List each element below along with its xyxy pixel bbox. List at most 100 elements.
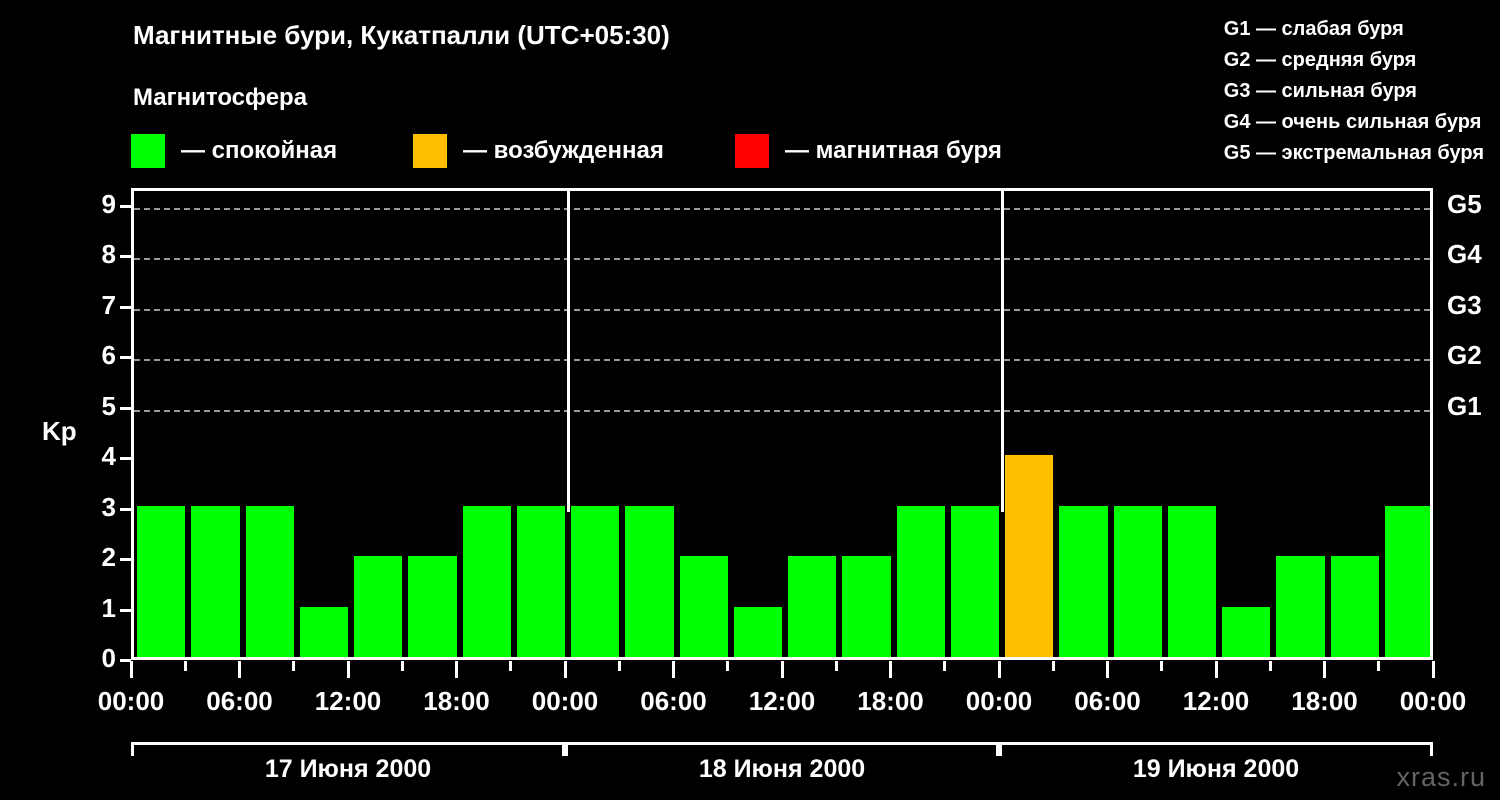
bar	[462, 505, 511, 657]
bar	[408, 556, 457, 657]
day-bracket	[131, 742, 565, 756]
legend-swatch-icon	[735, 134, 769, 168]
y-tick-mark	[120, 558, 131, 562]
x-tick-minor	[834, 661, 838, 671]
legend-label: — спокойная	[181, 137, 338, 164]
x-tick-major	[1431, 661, 1435, 678]
gridline	[134, 258, 1430, 261]
day-label: 17 Июня 2000	[264, 755, 432, 783]
gridline	[134, 207, 1430, 210]
bar	[1167, 505, 1216, 657]
day-separator	[566, 191, 570, 512]
bar	[1005, 455, 1054, 657]
x-tick-label: 00:00	[97, 686, 165, 716]
plot-area	[131, 188, 1433, 660]
y-axis-label: Kp	[42, 415, 77, 446]
g-tick-label: G2	[1447, 340, 1482, 371]
watermark: xras.ru	[1396, 762, 1486, 792]
x-tick-minor	[1268, 661, 1272, 671]
x-tick-major	[455, 661, 458, 678]
y-tick-label: 2	[101, 542, 116, 573]
x-tick-label: 06:00	[206, 686, 273, 716]
bar	[1276, 556, 1325, 657]
x-tick-major	[889, 661, 892, 678]
x-tick-minor	[617, 661, 621, 671]
g-tick-label: G4	[1447, 239, 1482, 270]
bar	[299, 606, 348, 657]
x-tick-minor	[1051, 661, 1055, 671]
y-tick-label: 8	[101, 239, 116, 270]
x-tick-major	[1106, 661, 1109, 678]
bar	[950, 505, 999, 657]
legend-label: — магнитная буря	[785, 137, 1002, 164]
y-tick-mark	[120, 507, 131, 511]
y-tick-mark	[120, 305, 131, 309]
x-tick-major	[780, 661, 784, 678]
x-tick-major	[563, 661, 567, 678]
g-scale-row-4: G4 — очень сильная буря	[1223, 111, 1482, 133]
day-bracket	[999, 742, 1433, 756]
legend-swatch-icon	[413, 134, 447, 168]
x-tick-minor	[183, 661, 187, 671]
x-tick-minor	[726, 661, 730, 671]
y-tick-mark	[120, 659, 131, 662]
gridline	[134, 308, 1430, 311]
y-tick-label: 3	[101, 491, 116, 522]
g-scale-row-1: G1 — слабая буря	[1223, 18, 1404, 40]
day-label: 19 Июня 2000	[1132, 755, 1300, 783]
legend-label: — возбужденная	[463, 137, 664, 164]
day-label: 18 Июня 2000	[698, 755, 866, 783]
legend-entry-1: — спокойная	[131, 132, 337, 170]
y-tick-label: 9	[101, 188, 116, 219]
x-tick-major	[997, 661, 1001, 678]
x-tick-minor	[509, 661, 513, 671]
legend-entry-3: — магнитная буря	[735, 132, 1002, 170]
bar	[1330, 556, 1379, 657]
g-scale-row-5: G5 — экстремальная буря	[1223, 142, 1484, 164]
x-tick-major	[1214, 661, 1218, 678]
legend-entry-2: — возбужденная	[413, 132, 664, 170]
x-tick-label: 18:00	[1291, 686, 1358, 716]
g-scale-row-2: G2 — средняя буря	[1223, 49, 1417, 71]
bar	[1384, 505, 1430, 657]
g-scale-row-3: G3 — сильная буря	[1223, 80, 1417, 102]
y-tick-label: 7	[101, 289, 116, 320]
y-tick-label: 1	[101, 592, 116, 623]
day-bracket	[565, 742, 999, 756]
y-tick-mark	[120, 204, 131, 208]
x-tick-label: 00:00	[965, 686, 1033, 716]
bar	[245, 505, 294, 657]
x-tick-label: 00:00	[531, 686, 599, 716]
bar	[788, 556, 837, 657]
bar	[137, 505, 186, 657]
x-tick-major	[238, 661, 241, 678]
x-tick-minor	[1377, 661, 1381, 671]
bar	[625, 505, 674, 657]
bar	[354, 556, 403, 657]
y-tick-label: 5	[101, 390, 116, 421]
x-tick-major	[346, 661, 350, 678]
day-separator	[1000, 191, 1004, 512]
x-tick-label: 12:00	[1182, 686, 1250, 716]
bar	[896, 505, 945, 657]
y-tick-label: 0	[101, 643, 116, 673]
y-tick-mark	[120, 356, 131, 360]
g-scale-legend: G1 — слабая буря G2 — средняя буря G3 — си…	[1224, 14, 1484, 169]
x-tick-major	[672, 661, 675, 678]
y-tick-mark	[120, 608, 131, 612]
bar	[1113, 505, 1162, 657]
page-title: Магнитные бури, Кукатпалли (UTC+05:30)	[133, 20, 670, 50]
x-tick-label: 06:00	[1074, 686, 1141, 716]
bar	[191, 505, 240, 657]
gridline	[134, 409, 1430, 412]
x-tick-minor	[1160, 661, 1164, 671]
bar	[679, 556, 728, 657]
x-tick-minor	[943, 661, 947, 671]
g-tick-label: G5	[1447, 188, 1482, 219]
bar	[1222, 606, 1271, 657]
y-tick-label: 6	[101, 340, 116, 371]
x-tick-minor	[400, 661, 404, 671]
plot-inner	[134, 191, 1430, 657]
x-tick-minor	[292, 661, 296, 671]
